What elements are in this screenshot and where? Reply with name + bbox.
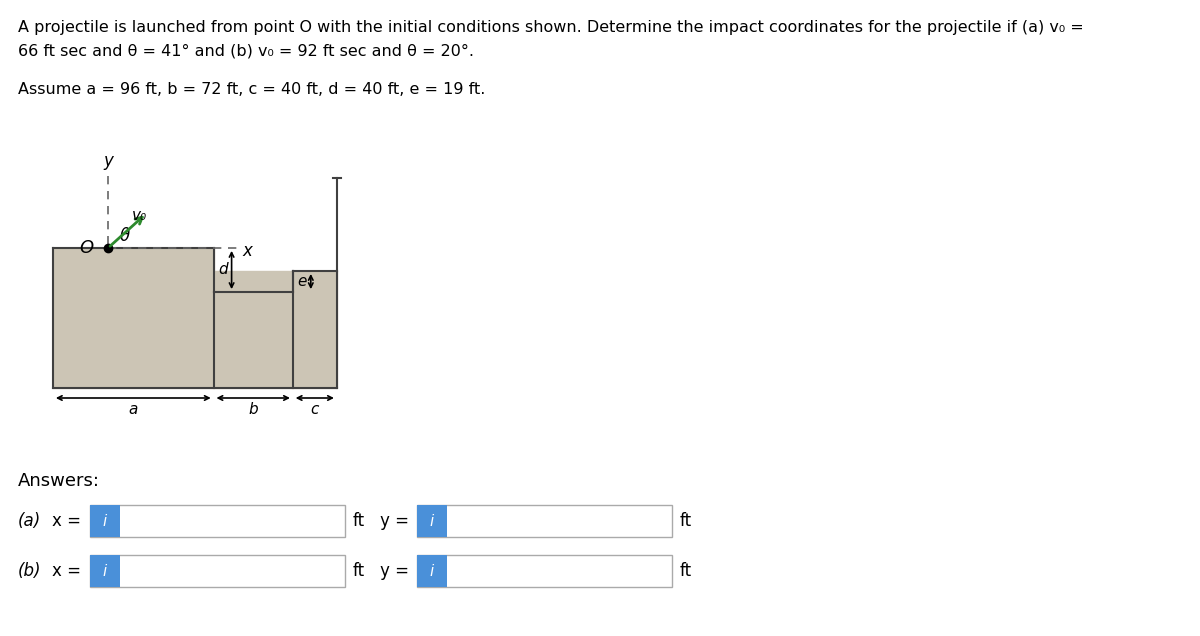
Polygon shape — [214, 292, 293, 388]
Polygon shape — [214, 271, 293, 292]
Text: i: i — [430, 563, 434, 579]
Text: x: x — [242, 242, 252, 260]
Bar — [418, 505, 672, 537]
Text: v₀: v₀ — [132, 207, 148, 223]
Text: b: b — [248, 402, 258, 417]
Bar — [90, 555, 120, 587]
Text: ft: ft — [680, 512, 692, 530]
Text: (a): (a) — [18, 512, 41, 530]
Text: y =: y = — [380, 512, 409, 530]
Bar — [418, 505, 446, 537]
Bar — [90, 505, 346, 537]
Text: Assume a = 96 ft, b = 72 ft, c = 40 ft, d = 40 ft, e = 19 ft.: Assume a = 96 ft, b = 72 ft, c = 40 ft, … — [18, 82, 485, 97]
Text: x =: x = — [52, 512, 82, 530]
Text: a: a — [128, 402, 138, 417]
Text: Answers:: Answers: — [18, 472, 100, 490]
Text: x =: x = — [52, 562, 82, 580]
Text: O: O — [79, 239, 94, 257]
Polygon shape — [293, 271, 337, 388]
Text: y =: y = — [380, 562, 409, 580]
Text: e: e — [298, 274, 307, 289]
Text: ft: ft — [680, 562, 692, 580]
Text: A projectile is launched from point O with the initial conditions shown. Determi: A projectile is launched from point O wi… — [18, 20, 1084, 35]
Bar — [90, 555, 346, 587]
Bar — [90, 505, 120, 537]
Text: c: c — [311, 402, 319, 417]
Text: i: i — [103, 513, 107, 529]
Text: ft: ft — [353, 512, 365, 530]
Bar — [418, 555, 446, 587]
Bar — [418, 555, 672, 587]
Polygon shape — [53, 248, 214, 388]
Text: θ: θ — [120, 227, 130, 245]
Text: i: i — [103, 563, 107, 579]
Text: i: i — [430, 513, 434, 529]
Text: d: d — [218, 263, 228, 277]
Text: ft: ft — [353, 562, 365, 580]
Text: 66 ft sec and θ = 41° and (b) v₀ = 92 ft sec and θ = 20°.: 66 ft sec and θ = 41° and (b) v₀ = 92 ft… — [18, 44, 474, 59]
Text: y: y — [103, 152, 113, 170]
Text: (b): (b) — [18, 562, 42, 580]
